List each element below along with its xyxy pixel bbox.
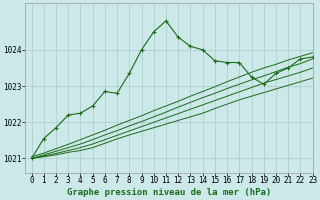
X-axis label: Graphe pression niveau de la mer (hPa): Graphe pression niveau de la mer (hPa) bbox=[67, 188, 271, 197]
